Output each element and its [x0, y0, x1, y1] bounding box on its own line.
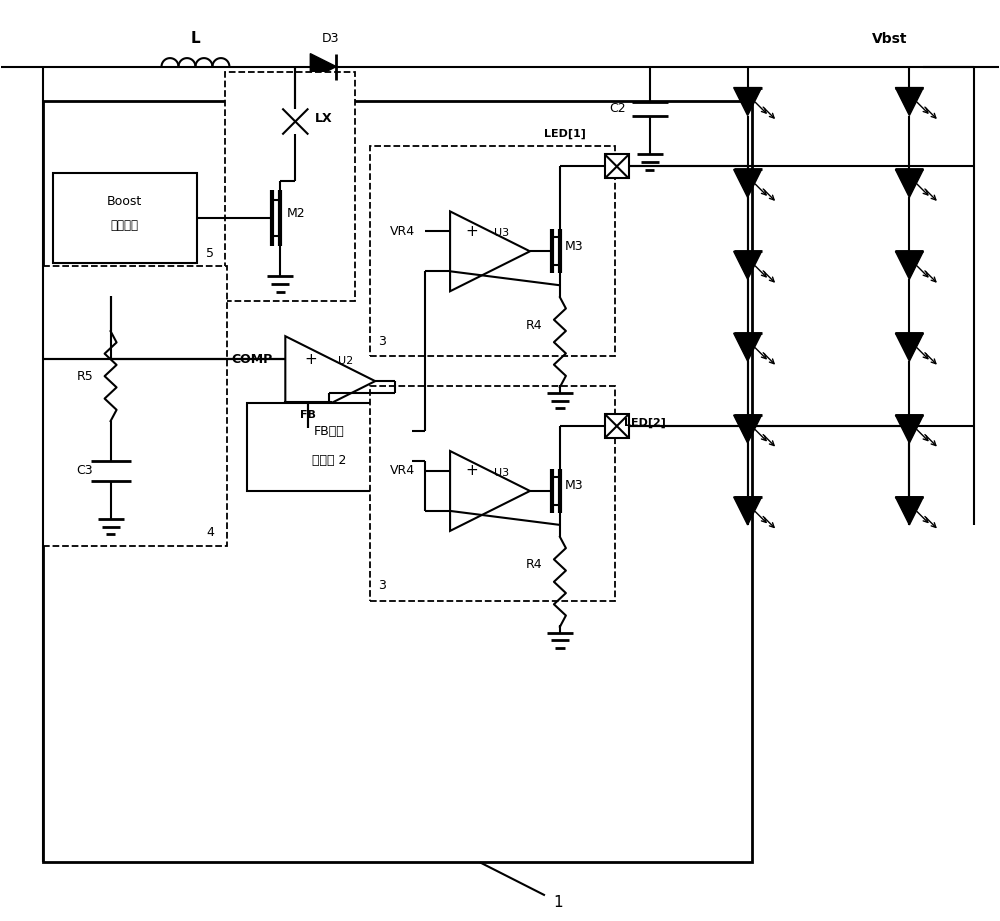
Polygon shape [895, 87, 923, 115]
Text: 3: 3 [378, 334, 386, 348]
Text: D3: D3 [322, 32, 339, 45]
Text: 5: 5 [206, 247, 214, 260]
Bar [225, 72, 355, 301]
Polygon shape [895, 251, 923, 279]
Polygon shape [450, 212, 530, 291]
Polygon shape [895, 415, 923, 443]
Bar [282, 109, 308, 134]
Text: 3: 3 [378, 579, 386, 592]
Text: FB: FB [300, 410, 316, 420]
Bar [285, 402, 331, 428]
Polygon shape [734, 415, 762, 443]
Text: LX: LX [314, 112, 332, 125]
Bar [605, 414, 629, 438]
Polygon shape [895, 169, 923, 197]
Bar [53, 173, 197, 263]
Text: R5: R5 [76, 369, 93, 382]
Polygon shape [734, 87, 762, 115]
Text: R4: R4 [526, 319, 542, 332]
Text: LED[2]: LED[2] [624, 418, 666, 428]
Text: +: + [466, 463, 478, 479]
Bar [247, 403, 412, 491]
Text: U2: U2 [338, 356, 353, 367]
Text: M3: M3 [565, 480, 583, 493]
Polygon shape [285, 336, 375, 426]
Text: C2: C2 [610, 102, 626, 115]
Text: U3: U3 [494, 228, 510, 239]
Text: VR4: VR4 [390, 464, 415, 477]
Text: LED[1]: LED[1] [544, 128, 586, 139]
Text: 1: 1 [553, 895, 563, 910]
Polygon shape [310, 53, 336, 79]
Bar [370, 386, 615, 600]
Text: Vbst: Vbst [872, 31, 907, 46]
Polygon shape [734, 251, 762, 279]
Polygon shape [734, 497, 762, 525]
Text: C3: C3 [76, 464, 93, 477]
Polygon shape [450, 451, 530, 530]
Bar [605, 155, 629, 179]
Text: +: + [466, 224, 478, 239]
Text: U3: U3 [494, 468, 510, 478]
Text: R4: R4 [526, 558, 542, 571]
Text: +: + [304, 352, 317, 367]
Text: 控制电路: 控制电路 [111, 219, 139, 232]
Text: 4: 4 [206, 527, 214, 540]
Text: L: L [191, 31, 200, 46]
Polygon shape [895, 333, 923, 361]
Bar [43, 100, 752, 862]
Text: Boost: Boost [107, 195, 142, 208]
Text: M2: M2 [287, 207, 306, 220]
Bar [370, 146, 615, 356]
Text: COMP: COMP [232, 353, 273, 366]
Text: FB电压: FB电压 [314, 425, 345, 437]
Text: VR4: VR4 [390, 225, 415, 238]
Text: M3: M3 [565, 239, 583, 253]
Polygon shape [734, 333, 762, 361]
Polygon shape [895, 497, 923, 525]
Polygon shape [734, 169, 762, 197]
Bar [43, 266, 227, 546]
Text: 选择器 2: 选择器 2 [312, 454, 346, 468]
